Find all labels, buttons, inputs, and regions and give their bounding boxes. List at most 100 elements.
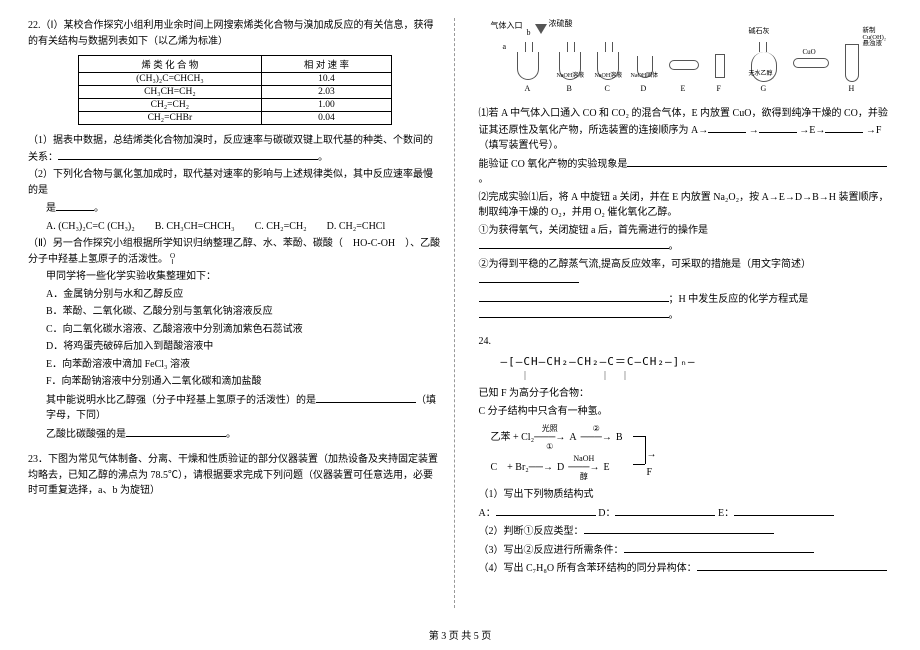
period: 。 [318,152,328,163]
apparatus-diagram: 气体入口 浓硫酸 b a A NaOH溶液 B NaOH溶液 C NaOH固体 … [479,18,893,100]
blank [759,122,797,133]
cap-cuoh: 新制Cu(OH)₂悬浊液 [863,28,893,48]
r1bot: ① [546,443,553,451]
q23-stem: 23．下图为常见气体制备、分离、干燥和性质验证的部分仪器装置（加热设备及夹持固定… [28,452,442,499]
label-F: F [717,84,721,93]
r-p2a: ⑵完成实验⑴后，将 A 中旋钮 a 关闭，并在 E 内放置 Na₂O₂，按 A→… [479,190,893,221]
blank [734,505,834,516]
label-B: B [567,84,572,93]
blank [479,238,669,249]
q22-II: （Ⅱ）另一合作探究小组根据所学知识归纳整理乙醇、水、苯酚、碳酸（ HO-C-OH… [28,236,442,267]
r-p2c: ②为得到平稳的乙醇蒸气流,提高反应效率，可采取的措施是（用文字简述） [479,257,893,289]
label-C: C [605,84,610,93]
polymer-sub: ｜ ｜ ｜ [501,369,893,382]
blank [316,392,416,403]
cap-naoh: NaOH溶液 [557,70,585,79]
r-p1e: 能验证 CO 氧化产物的实验现象是。 [479,156,893,188]
flask-A [517,52,539,80]
blank [624,542,814,553]
q22-table: 烯 类 化 合 物 相 对 速 率 (CH₃)₂C=CHCH₃10.4 CH₃C… [78,55,392,125]
blank [584,523,774,534]
scheme-row1: 乙苯 + Cl₂ 光照 ───→ ① A ② ───→ B → F [491,425,893,451]
flask-G [751,52,777,82]
lblE: E： [718,508,734,519]
cell: 10.4 [262,73,392,86]
label-H: H [849,84,855,93]
blank [479,291,669,302]
polymer-structure: —[—CH—CH₂—CH₂—C＝C—CH₂—]ₙ— ｜ ｜ ｜ [501,353,893,382]
blank [825,122,863,133]
blank [627,156,887,167]
opt-D: D．将鸡蛋壳破碎后加入到醋酸溶液中 [28,339,442,355]
arrow-3: ──→ [529,459,553,477]
r2b: D [557,459,564,477]
q22-2-opts: A. (CH₃)₂C=C (CH₃)₂ B. CH₃CH=CHCH₃ C. CH… [28,219,442,235]
r1a: 乙苯 + Cl₂ [491,429,535,447]
r2bot: 醇 [580,473,588,481]
opt-C: C．向二氧化碳水溶液、乙酸溶液中分别滴加紫色石蕊试液 [28,322,442,338]
r-p2b: ①为获得氧气，关闭旋钮 a 后，首先需进行的操作是。 [479,223,893,255]
q22-2-blank-line: 是。 [28,200,442,217]
lblD: D： [598,508,615,519]
testtube-H [845,44,859,82]
tube-E [669,60,699,70]
cell: (CH₃)₂C=CHCH₃ [78,73,261,86]
opt-E: E．向苯酚溶液中滴加 FeCl₃ 溶液 [28,357,442,373]
t2: 乙酸比碳酸强的是 [46,429,126,440]
period: 。 [669,310,679,321]
q24-1-blanks: A： D： E： [479,505,893,522]
r-p2d-text: ；H 中发生反应的化学方程式是 [669,294,809,305]
arrow-4: NaOH ───→ 醇 [568,455,599,481]
period: 。 [669,241,679,252]
label-a: a [503,42,507,51]
q24-c: C 分子结构中只含有一种氢。 [479,404,893,420]
q22-2-text: （2）下列化合物与氯化氢加成时，取代基对速率的影响与上述规律类似，其中反应速率最… [28,169,433,196]
r-p1e-text: 能验证 CO 氧化产物的实验现象是 [479,159,628,170]
q22-tail1: 其中能说明水比乙醇强（分子中羟基上氢原子的活泼性）的是（填字母，下同） [28,392,442,424]
blank [56,200,94,211]
r-p2b-text: ①为获得氧气，关闭旋钮 a 后，首先需进行的操作是 [479,225,708,236]
arrow-2: ② ───→ [581,425,612,451]
r-p1c: →E→ [799,125,825,136]
r-p1: ⑴若 A 中气体入口通入 CO 和 CO₂ 的混合气体，E 内放置 CuO，欲得… [479,106,893,154]
carbonic-acid-structure: O‖ [168,253,177,266]
q22-tail2: 乙酸比碳酸强的是 。 [28,426,442,443]
blank [708,122,746,133]
label-E: E [681,84,686,93]
left-column: 22.（Ⅰ）某校合作探究小组利用业余时间上网搜索烯类化合物与溴加成反应的有关信息… [28,18,455,608]
period: 。 [226,429,236,440]
r2a: C + Br₂ [491,459,529,477]
funnel-icon [535,24,547,34]
q24-known: 已知 F 为高分子化合物： [479,386,893,402]
label-b: b [527,28,531,37]
tube-F [715,54,725,78]
cell: 0.04 [262,112,392,125]
label-h2so4: 浓硫酸 [549,18,573,29]
q22-2: （2）下列化合物与氯化氢加成时，取代基对速率的影响与上述规律类似，其中反应速率最… [28,167,442,198]
q22-II-text: （Ⅱ）另一合作探究小组根据所学知识归纳整理乙醇、水、苯酚、碳酸（ HO-C-OH… [28,238,440,265]
blank [615,505,715,516]
blank [496,505,596,516]
r2c: E [603,459,609,477]
q24-3-text: （3）写出②反应进行所需条件： [479,545,624,556]
opt-F: F．向苯酚钠溶液中分别通入二氧化碳和滴加盐酸 [28,374,442,390]
q22-1: （1）据表中数据，总结烯类化合物加溴时，反应速率与碳碳双键上取代基的种类、个数间… [28,133,442,165]
cap-jianji: 碱石灰 [749,26,770,36]
r-p2d: ；H 中发生反应的化学方程式是。 [479,291,893,324]
blank [479,307,669,318]
period: 。 [94,203,104,214]
t1: 其中能说明水比乙醇强（分子中羟基上氢原子的活泼性）的是 [46,395,316,406]
th-compound: 烯 类 化 合 物 [78,56,261,73]
cap-cuo: CuO [803,48,816,56]
cell: CH₃CH=CH₂ [78,86,261,99]
cell: CH₂=CHBr [78,112,261,125]
q24-2: （2）判断①反应类型： [479,523,893,540]
r1b: A [569,429,576,447]
right-column: 气体入口 浓硫酸 b a A NaOH溶液 B NaOH溶液 C NaOH固体 … [473,18,893,608]
label-G: G [761,84,767,93]
q24-1: （1）写出下列物质结构式 [479,487,893,503]
q24-4: （4）写出 C₇H₈O 所有含苯环结构的同分异构体： [479,560,893,577]
cell: CH₂=CH₂ [78,99,261,112]
q24-3: （3）写出②反应进行所需条件： [479,542,893,559]
rF: F [647,467,653,478]
